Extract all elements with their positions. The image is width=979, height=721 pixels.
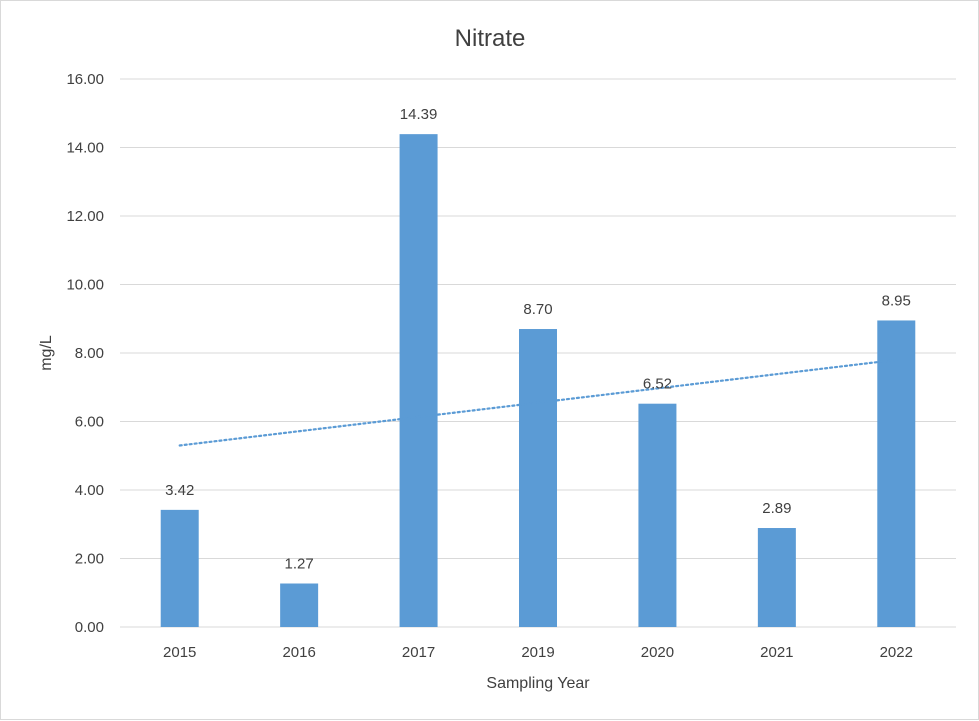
x-tick-label: 2021 [760, 644, 793, 661]
trendline [178, 358, 898, 447]
x-tick-label: 2015 [163, 644, 196, 661]
chart-title: Nitrate [455, 25, 526, 52]
y-tick-labels: 0.00 2.00 4.00 6.00 8.00 10.00 12.00 14.00 16.00 [66, 71, 104, 636]
x-tick-label: 2019 [521, 644, 554, 661]
data-label: 8.70 [523, 301, 552, 318]
y-tick-label: 10.00 [66, 277, 104, 294]
bars [160, 134, 916, 627]
y-tick-label: 2.00 [75, 551, 104, 568]
bar [638, 403, 677, 627]
y-tick-label: 8.00 [75, 345, 104, 362]
bar [399, 134, 438, 627]
y-tick-label: 12.00 [66, 208, 104, 225]
x-tick-label: 2022 [880, 644, 913, 661]
data-labels: 3.42 1.27 14.39 8.70 6.52 2.89 8.95 [165, 106, 911, 572]
x-tick-label: 2017 [402, 644, 435, 661]
bar [757, 528, 796, 627]
data-label: 3.42 [165, 482, 194, 499]
y-tick-label: 14.00 [66, 140, 104, 157]
y-tick-label: 0.00 [75, 619, 104, 636]
data-label: 6.52 [643, 376, 672, 393]
trendline-layer [178, 358, 898, 447]
data-label: 14.39 [400, 106, 438, 123]
bar [280, 583, 319, 627]
y-tick-label: 4.00 [75, 482, 104, 499]
x-axis-title: Sampling Year [486, 675, 590, 692]
data-label: 8.95 [882, 292, 911, 309]
bar [160, 509, 199, 627]
y-axis-title: mg/L [38, 335, 55, 371]
bar [519, 329, 557, 627]
data-label: 2.89 [762, 500, 791, 517]
y-tick-label: 6.00 [75, 414, 104, 431]
bar [877, 320, 916, 627]
x-tick-labels: 2015 2016 2017 2019 2020 2021 2022 [163, 644, 913, 661]
data-label: 1.27 [285, 556, 314, 573]
x-tick-label: 2020 [641, 644, 674, 661]
x-tick-label: 2016 [282, 644, 315, 661]
y-tick-label: 16.00 [66, 71, 104, 88]
